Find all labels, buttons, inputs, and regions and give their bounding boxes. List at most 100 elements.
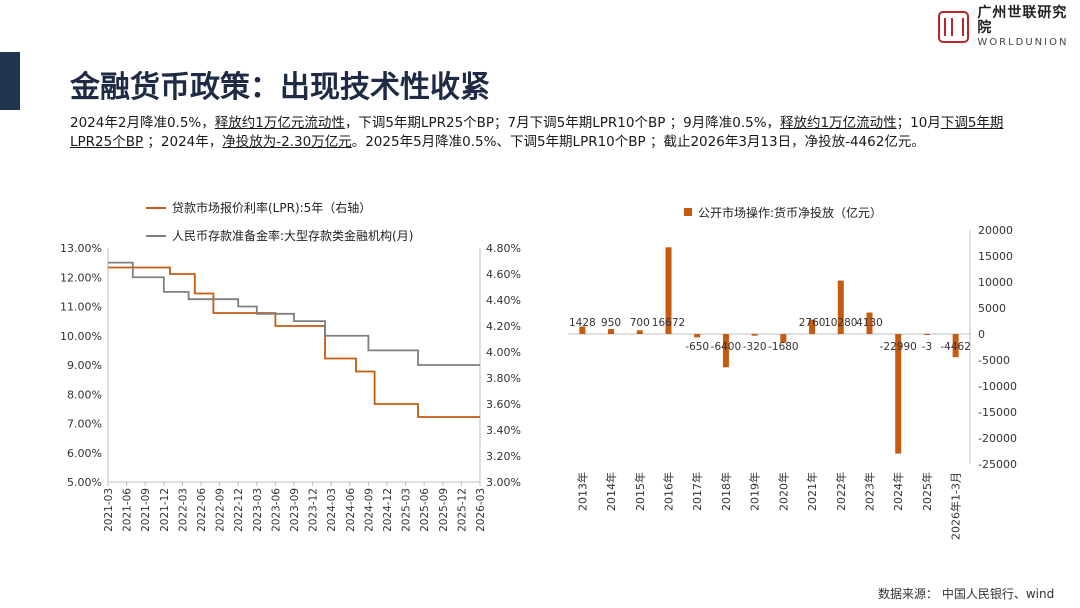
series-line — [108, 261, 480, 366]
y-left-tick-label: 5.00% — [67, 476, 102, 489]
x-tick-label: 2023-06 — [270, 488, 282, 532]
x-tick-label: 2024-09 — [363, 488, 375, 532]
title-accent-bar — [0, 52, 20, 110]
y-tick-label: 15000 — [978, 250, 1013, 263]
bar — [694, 334, 701, 338]
series-line — [108, 266, 480, 418]
x-tick-label: 2024-06 — [345, 488, 357, 532]
data-label: -22990 — [880, 341, 917, 353]
data-label: 700 — [630, 317, 650, 329]
y-right-tick-label: 4.80% — [486, 242, 521, 255]
data-label: -320 — [743, 341, 767, 353]
x-tick-label: 2021-06 — [122, 488, 134, 532]
category-label: 2013年 — [575, 472, 589, 511]
y-left-tick-label: 8.00% — [67, 388, 102, 401]
data-label: -4462 — [940, 341, 971, 353]
category-label: 2014年 — [604, 472, 618, 511]
y-right-tick-label: 4.20% — [486, 320, 521, 333]
legend-swatch — [684, 208, 692, 216]
net-injection-bar-chart: 公开市场操作:货币净投放（亿元） 20000 15000 10000 5000 0 -500… — [568, 205, 1017, 540]
bar — [780, 334, 787, 343]
y-left-tick-label: 12.00% — [60, 271, 102, 284]
category-label: 2022年 — [834, 472, 848, 511]
y-tick-label: 10000 — [978, 276, 1013, 289]
data-label: 4130 — [856, 317, 883, 329]
data-label: 1428 — [569, 317, 596, 329]
category-label: 2018年 — [719, 472, 733, 511]
data-source: 数据来源： 中国人民银行、wind — [878, 587, 1055, 601]
bar — [579, 326, 586, 334]
y-left-tick-label: 13.00% — [60, 242, 102, 255]
x-tick-label: 2024-03 — [326, 488, 338, 532]
bar — [636, 330, 643, 334]
x-tick-label: 2022-12 — [233, 488, 245, 532]
bar — [722, 334, 729, 368]
x-tick-label: 2023-12 — [308, 488, 320, 532]
x-tick-label: 2024-12 — [382, 488, 394, 532]
x-tick-label: 2025-06 — [419, 488, 431, 532]
logo-icon — [938, 10, 970, 43]
y-tick-label: 0 — [978, 328, 985, 341]
bar — [923, 334, 930, 335]
bar — [665, 247, 672, 334]
summary-segment: 。2025年5月降准0.5%、下调5年期LPR10个BP ；截止2026年3月1… — [351, 134, 925, 150]
bar — [866, 312, 873, 334]
data-label: -650 — [685, 341, 709, 353]
summary-segment: ；10月 — [896, 115, 941, 131]
legend-label: 贷款市场报价利率(LPR):5年（右轴） — [172, 200, 371, 215]
category-label: 2015年 — [633, 472, 647, 511]
y-left-tick-label: 10.00% — [60, 330, 102, 343]
category-label: 2024年 — [891, 472, 905, 511]
summary-segment: 下调5年期LPR25个BP — [70, 115, 1004, 150]
summary-segment: 净投放为-2.30万亿元 — [222, 134, 352, 150]
x-tick-label: 2021-12 — [159, 488, 171, 532]
bar — [751, 334, 758, 336]
data-label: -6400 — [711, 341, 742, 353]
data-label: 950 — [601, 317, 621, 329]
summary-segment: 2024年2月降准0.5%， — [70, 115, 215, 131]
x-tick-label: 2025-12 — [456, 488, 468, 532]
x-tick-label: 2023-09 — [289, 488, 301, 532]
logo-name-en: WORLDUNION — [977, 36, 1069, 48]
lpr-rrr-line-chart: 贷款市场报价利率(LPR):5年（右轴） 人民币存款准备金率:大型存款类金融机构(… — [60, 200, 521, 532]
y-left-tick-label: 11.00% — [60, 301, 102, 314]
policy-summary: 2024年2月降准0.5%，释放约1万亿元流动性，下调5年期LPR25个BP；7… — [70, 114, 1010, 152]
data-label: 2760 — [799, 317, 826, 329]
legend-label: 人民币存款准备金率:大型存款类金融机构(月) — [172, 228, 413, 243]
x-tick-label: 2023-03 — [252, 488, 264, 532]
category-label: 2023年 — [863, 472, 877, 511]
y-right-tick-label: 4.60% — [486, 268, 521, 281]
x-tick-label: 2025-09 — [438, 488, 450, 532]
bar — [837, 280, 844, 334]
y-right-tick-label: 3.40% — [486, 424, 521, 437]
y-tick-label: -10000 — [978, 380, 1017, 393]
y-tick-label: -20000 — [978, 432, 1017, 445]
summary-segment: ，下调5年期LPR25个BP；7月下调5年期LPR10个BP ；9月降准0.5%… — [344, 115, 781, 131]
y-tick-label: 20000 — [978, 224, 1013, 237]
y-tick-label: -15000 — [978, 406, 1017, 419]
y-right-tick-label: 3.00% — [486, 476, 521, 489]
legend-label: 公开市场操作:货币净投放（亿元） — [698, 205, 882, 220]
y-right-tick-label: 3.60% — [486, 398, 521, 411]
bar — [809, 319, 816, 334]
x-tick-label: 2021-03 — [103, 488, 115, 532]
data-label: -1680 — [768, 341, 799, 353]
data-label: 16672 — [652, 317, 685, 329]
y-tick-label: -25000 — [978, 458, 1017, 471]
data-label: -3 — [922, 341, 932, 353]
summary-segment: ；2024年， — [143, 134, 223, 150]
logo: 广州世联研究院 WORLDUNION — [938, 5, 1080, 48]
page-title: 金融货币政策：出现技术性收紧 — [70, 70, 490, 105]
category-label: 2025年 — [920, 472, 934, 511]
category-label: 2020年 — [776, 472, 790, 511]
category-label: 2021年 — [805, 472, 819, 511]
y-left-tick-label: 6.00% — [67, 447, 102, 460]
y-left-tick-label: 7.00% — [67, 418, 102, 431]
y-tick-label: -5000 — [978, 354, 1010, 367]
x-tick-label: 2022-06 — [196, 488, 208, 532]
x-tick-label: 2025-03 — [401, 488, 413, 532]
x-tick-label: 2026-03 — [475, 488, 487, 532]
x-tick-label: 2022-09 — [215, 488, 227, 532]
category-label: 2026年1-3月 — [949, 472, 963, 540]
summary-segment: 释放约1万亿元流动性 — [214, 115, 345, 131]
